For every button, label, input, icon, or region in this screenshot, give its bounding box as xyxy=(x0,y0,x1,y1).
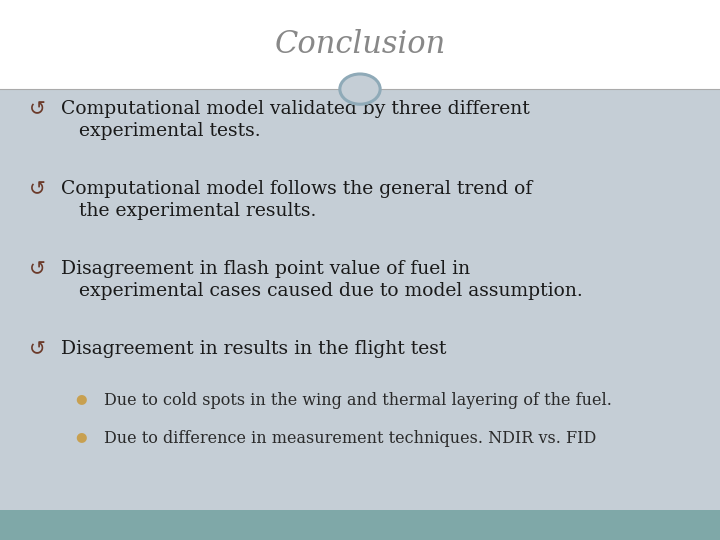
Text: Due to cold spots in the wing and thermal layering of the fuel.: Due to cold spots in the wing and therma… xyxy=(104,392,612,409)
Text: ↺: ↺ xyxy=(29,260,45,279)
Text: Disagreement in results in the flight test: Disagreement in results in the flight te… xyxy=(61,340,446,357)
Text: ↺: ↺ xyxy=(29,180,45,199)
Circle shape xyxy=(340,74,380,104)
Bar xyxy=(0,0,720,89)
Text: ●: ● xyxy=(76,392,87,404)
Text: ↺: ↺ xyxy=(29,340,45,359)
Text: Due to difference in measurement techniques. NDIR vs. FID: Due to difference in measurement techniq… xyxy=(104,430,597,448)
Text: ●: ● xyxy=(76,430,87,443)
Text: Conclusion: Conclusion xyxy=(274,29,446,60)
Bar xyxy=(0,510,720,540)
Bar xyxy=(0,89,720,510)
Text: Disagreement in flash point value of fuel in
   experimental cases caused due to: Disagreement in flash point value of fue… xyxy=(61,260,583,300)
Text: ↺: ↺ xyxy=(29,100,45,119)
Text: Computational model validated by three different
   experimental tests.: Computational model validated by three d… xyxy=(61,100,530,140)
Text: Computational model follows the general trend of
   the experimental results.: Computational model follows the general … xyxy=(61,180,533,220)
